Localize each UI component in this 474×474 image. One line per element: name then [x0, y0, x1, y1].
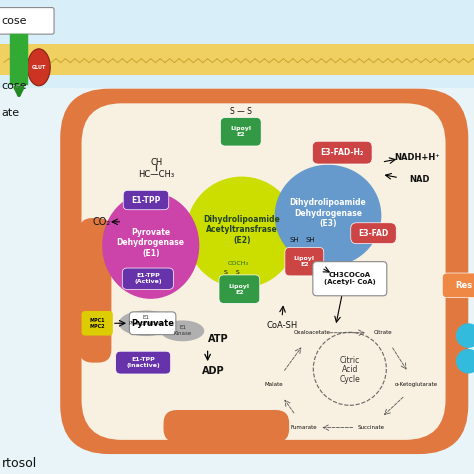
- Ellipse shape: [27, 49, 50, 86]
- Text: NAD: NAD: [409, 175, 430, 183]
- Text: E3-FAD-H₂: E3-FAD-H₂: [320, 148, 364, 157]
- Text: E1-TPP
(Inactive): E1-TPP (Inactive): [126, 357, 160, 368]
- Ellipse shape: [118, 310, 173, 336]
- FancyBboxPatch shape: [0, 0, 474, 88]
- Text: CO₂: CO₂: [92, 217, 110, 227]
- FancyBboxPatch shape: [62, 90, 467, 453]
- Text: Citric: Citric: [340, 356, 360, 365]
- Text: Fumarate: Fumarate: [291, 425, 318, 430]
- Text: Pyruvate: Pyruvate: [131, 319, 174, 328]
- Text: ADP: ADP: [202, 365, 225, 376]
- Text: ATP: ATP: [208, 334, 228, 344]
- Text: Res: Res: [455, 281, 472, 290]
- Text: Cycle: Cycle: [339, 375, 360, 383]
- Text: SH: SH: [306, 237, 315, 243]
- Ellipse shape: [161, 320, 204, 341]
- Text: Acid: Acid: [342, 365, 358, 374]
- Text: E3-FAD: E3-FAD: [358, 229, 389, 237]
- FancyBboxPatch shape: [442, 273, 474, 298]
- Text: E1
Phosphatase: E1 Phosphatase: [128, 315, 164, 326]
- Text: Malate: Malate: [264, 383, 283, 387]
- Text: CoA-SH: CoA-SH: [266, 321, 298, 329]
- Text: cose: cose: [1, 16, 27, 26]
- Text: SH: SH: [289, 237, 299, 243]
- Text: Lipoyl
E2: Lipoyl E2: [230, 127, 251, 137]
- Text: S    S: S S: [224, 270, 240, 275]
- FancyBboxPatch shape: [220, 118, 261, 146]
- Circle shape: [456, 349, 474, 374]
- Text: HC—CH₃: HC—CH₃: [138, 170, 174, 179]
- FancyBboxPatch shape: [122, 268, 173, 289]
- Text: Dihydrolipoamide
Dehydrogenase
(E3): Dihydrolipoamide Dehydrogenase (E3): [290, 199, 366, 228]
- Text: cose: cose: [1, 81, 27, 91]
- Text: Pyrovate
Dehydrogenase
(E1): Pyrovate Dehydrogenase (E1): [117, 228, 185, 257]
- FancyBboxPatch shape: [164, 410, 289, 442]
- Text: Oxaloacetate: Oxaloacetate: [293, 330, 330, 335]
- FancyBboxPatch shape: [312, 141, 372, 164]
- Text: MPC1
MPC2: MPC1 MPC2: [90, 318, 105, 328]
- FancyBboxPatch shape: [313, 262, 387, 296]
- FancyBboxPatch shape: [116, 351, 171, 374]
- FancyBboxPatch shape: [82, 103, 446, 440]
- Text: E1-TPP
(Active): E1-TPP (Active): [134, 273, 162, 284]
- Text: S — S: S — S: [230, 107, 252, 116]
- FancyBboxPatch shape: [123, 190, 169, 210]
- Text: CH3COCoA
(Acetyl- CoA): CH3COCoA (Acetyl- CoA): [324, 272, 376, 285]
- Ellipse shape: [102, 192, 200, 299]
- Text: COCH₃: COCH₃: [228, 261, 248, 265]
- FancyBboxPatch shape: [219, 275, 260, 303]
- Text: rtosol: rtosol: [2, 457, 37, 470]
- Text: E1-TPP: E1-TPP: [131, 196, 161, 204]
- FancyBboxPatch shape: [285, 247, 324, 276]
- FancyBboxPatch shape: [129, 312, 176, 335]
- Text: ate: ate: [1, 108, 19, 118]
- Text: E1
Kinase: E1 Kinase: [173, 326, 191, 336]
- Text: Dihydrolipoamide
Acetyltransfrase
(E2): Dihydrolipoamide Acetyltransfrase (E2): [203, 215, 280, 245]
- Ellipse shape: [275, 165, 381, 266]
- Ellipse shape: [186, 177, 298, 288]
- FancyBboxPatch shape: [351, 223, 396, 244]
- Text: CH: CH: [150, 158, 163, 166]
- Text: Succinate: Succinate: [357, 425, 384, 430]
- Text: Lipoyl
E2: Lipoyl E2: [229, 284, 250, 294]
- FancyBboxPatch shape: [0, 44, 474, 75]
- Text: α-Ketoglutarate: α-Ketoglutarate: [395, 383, 438, 387]
- Text: NADH+H⁺: NADH+H⁺: [394, 153, 440, 162]
- FancyBboxPatch shape: [0, 8, 54, 34]
- Text: Citrate: Citrate: [374, 330, 392, 335]
- Text: GLUT: GLUT: [32, 65, 46, 70]
- Text: Lipoyl
E2: Lipoyl E2: [294, 256, 315, 267]
- FancyBboxPatch shape: [82, 311, 113, 336]
- FancyBboxPatch shape: [79, 218, 111, 363]
- Circle shape: [456, 323, 474, 348]
